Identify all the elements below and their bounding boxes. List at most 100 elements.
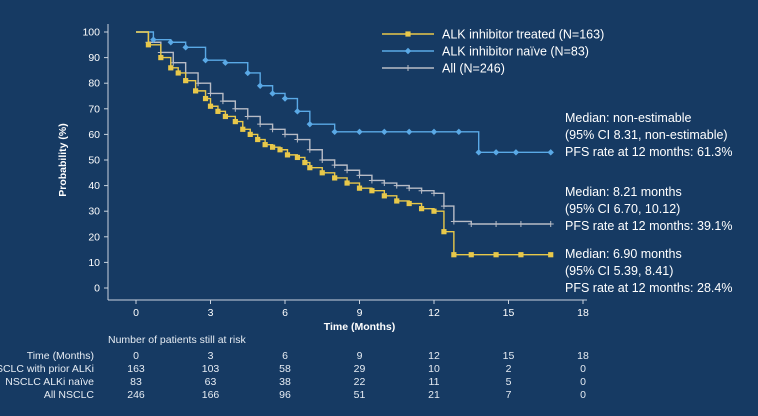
series-point-0	[193, 88, 199, 94]
risk-cell: 0	[133, 350, 139, 362]
series-point-1	[381, 128, 388, 136]
series-point-2	[269, 126, 276, 133]
series-point-2	[418, 187, 425, 194]
y-tick-label: 60	[88, 129, 100, 141]
series-point-2	[282, 131, 288, 138]
series-point-0	[418, 206, 425, 212]
y-tick-label: 50	[88, 155, 100, 167]
x-tick-label: 12	[428, 307, 440, 319]
y-tick-label: 0	[94, 283, 100, 295]
series-point-0	[294, 154, 301, 161]
series-point-0	[548, 252, 554, 258]
y-tick-label: 40	[88, 180, 100, 192]
y-tick-label: 20	[88, 231, 100, 243]
series-point-1	[256, 82, 264, 89]
x-tick-label: 15	[503, 307, 515, 319]
series-point-1	[455, 128, 463, 136]
annotation-all: Median: 8.21 months (95% CI 6.70, 10.12)…	[565, 184, 732, 235]
series-point-1	[222, 59, 229, 66]
series-point-0	[222, 113, 228, 120]
series-point-2	[207, 90, 214, 97]
series-point-2	[450, 218, 457, 225]
series-point-0	[493, 252, 499, 258]
series-point-0	[344, 180, 350, 186]
annotation-all-ci: (95% CI 6.70, 10.12)	[565, 202, 681, 216]
risk-row: NSCLC ALKi naïve 83 63 38 22 11 5 0	[0, 376, 758, 389]
legend-entry-1: ALK inhibitor naïve (N=83)	[442, 45, 589, 59]
series-point-2	[344, 167, 351, 174]
risk-cell: 0	[580, 376, 586, 388]
series-point-0	[284, 152, 291, 158]
series-point-1	[430, 128, 438, 136]
series-point-2	[468, 221, 475, 227]
series-point-0	[158, 55, 164, 61]
series-point-1	[405, 128, 413, 136]
y-axis-title: Probability (%)	[57, 123, 69, 197]
risk-cell: 38	[279, 376, 291, 388]
series-point-0	[183, 78, 189, 84]
x-tick-label: 9	[357, 307, 363, 319]
risk-cell: 166	[201, 389, 220, 401]
series-point-2	[547, 221, 554, 227]
series-point-0	[277, 147, 283, 153]
series-point-0	[302, 159, 308, 166]
series-point-2	[219, 98, 226, 105]
annotation-treated-ci: (95% CI 5.39, 8.41)	[565, 264, 674, 278]
risk-cell: 83	[130, 376, 142, 388]
series-point-0	[202, 95, 209, 102]
risk-cell: 12	[428, 350, 440, 362]
risk-table-title: Number of patients still at risk	[108, 334, 246, 346]
x-tick-label: 18	[577, 307, 589, 319]
annotation-naive-ci: (95% CI 8.31, non-estimable)	[565, 128, 728, 142]
series-point-1	[356, 128, 363, 136]
series-point-0	[451, 252, 457, 258]
annotation-treated-median: Median: 6.90 months	[565, 247, 682, 261]
risk-cell: 2	[505, 363, 512, 375]
series-point-2	[368, 177, 375, 184]
risk-cell: 3	[207, 350, 214, 362]
risk-cell: 163	[127, 363, 145, 375]
x-tick-label: 6	[282, 307, 288, 319]
legend-marker-1	[404, 47, 412, 55]
x-tick-label: 3	[208, 307, 214, 319]
series-point-2	[306, 146, 313, 153]
series-point-0	[431, 208, 437, 214]
series-point-0	[381, 193, 387, 199]
series-point-0	[394, 198, 400, 204]
risk-cell: 63	[204, 376, 217, 388]
km-plot: 0 10 20 30 40 50 60 70 80 90 100 0 3 6 9 12 15 18 Time (Mo…	[57, 24, 604, 333]
series-point-2	[406, 185, 413, 192]
series-point-0	[207, 103, 214, 109]
series-point-0	[168, 65, 174, 71]
series-point-0	[145, 42, 152, 48]
y-tick-label: 90	[88, 52, 100, 64]
legend-entry-0: ALK inhibitor treated (N=163)	[442, 28, 604, 42]
series-point-0	[255, 136, 261, 143]
y-tick-label: 70	[88, 103, 100, 115]
series-point-2	[331, 162, 338, 169]
risk-row: NSCLC with prior ALKi 163 103 58 29 10 2…	[0, 363, 758, 376]
risk-row-label: NSCLC with prior ALKi	[0, 363, 94, 375]
series-point-2	[440, 203, 447, 210]
risk-cell: 0	[580, 389, 586, 401]
risk-row-label: NSCLC ALKi naïve	[5, 376, 94, 388]
series-point-2	[493, 221, 500, 227]
y-tick-label: 30	[88, 206, 100, 218]
risk-cell: 6	[282, 350, 288, 362]
y-tick-label: 80	[88, 78, 100, 90]
series-point-0	[240, 126, 246, 132]
y-tick-label: 100	[82, 27, 100, 39]
series-line-0	[136, 31, 551, 256]
series-point-1	[150, 36, 157, 43]
risk-cell: 96	[279, 389, 291, 401]
series-point-0	[307, 165, 313, 171]
y-tick-label: 10	[88, 257, 100, 269]
risk-cell: 246	[127, 389, 145, 401]
risk-cell: 21	[428, 389, 440, 401]
series-point-0	[262, 142, 268, 148]
series-point-0	[269, 144, 276, 150]
series-point-2	[294, 136, 301, 143]
series-point-1	[306, 120, 314, 128]
series-point-1	[294, 108, 301, 115]
